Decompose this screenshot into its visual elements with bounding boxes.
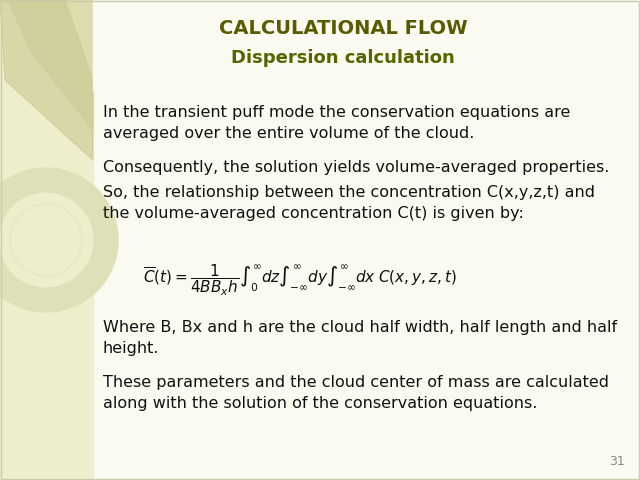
Text: Dispersion calculation: Dispersion calculation bbox=[231, 49, 455, 67]
Bar bbox=[93, 0, 640, 90]
Circle shape bbox=[0, 168, 118, 312]
Text: In the transient puff mode the conservation equations are
averaged over the enti: In the transient puff mode the conservat… bbox=[103, 105, 570, 141]
Text: So, the relationship between the concentration C(x,y,z,t) and
the volume-average: So, the relationship between the concent… bbox=[103, 185, 595, 221]
Text: 31: 31 bbox=[609, 455, 625, 468]
Polygon shape bbox=[8, 0, 93, 130]
Bar bbox=[0, 0, 93, 480]
Text: These parameters and the cloud center of mass are calculated
along with the solu: These parameters and the cloud center of… bbox=[103, 375, 609, 411]
Text: $\overline{C}(t) = \dfrac{1}{4BB_x h}\int_0^{\infty} dz\int_{-\infty}^{\infty} d: $\overline{C}(t) = \dfrac{1}{4BB_x h}\in… bbox=[143, 262, 456, 298]
Circle shape bbox=[0, 193, 93, 287]
Text: CALCULATIONAL FLOW: CALCULATIONAL FLOW bbox=[219, 19, 467, 37]
Text: Where B, Bx and h are the cloud half width, half length and half
height.: Where B, Bx and h are the cloud half wid… bbox=[103, 320, 617, 356]
Text: Consequently, the solution yields volume-averaged properties.: Consequently, the solution yields volume… bbox=[103, 160, 609, 175]
Polygon shape bbox=[0, 0, 93, 160]
